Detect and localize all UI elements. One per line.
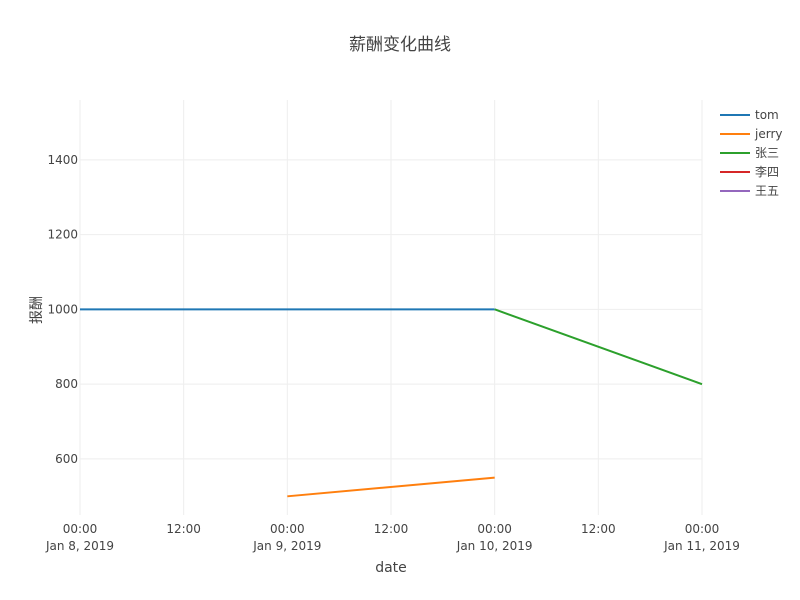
y-axis-ticks: 600 800 1000 1200 1400 [47, 153, 78, 466]
legend-label: 张三 [755, 146, 779, 160]
legend-item-tom[interactable]: tom [720, 108, 779, 122]
legend-item-王五[interactable]: 王五 [720, 184, 779, 198]
x-tick-label: 00:00 [63, 522, 98, 536]
x-tick-label: 12:00 [374, 522, 409, 536]
y-tick-label: 1000 [47, 302, 78, 316]
x-tick-label: 12:00 [166, 522, 201, 536]
x-tick-date-label: Jan 11, 2019 [663, 539, 740, 553]
chart-title: 薪酬变化曲线 [349, 35, 451, 55]
y-tick-label: 800 [55, 377, 78, 391]
legend-item-李四[interactable]: 李四 [720, 164, 779, 179]
x-tick-date-label: Jan 10, 2019 [456, 539, 533, 553]
y-tick-label: 1200 [47, 228, 78, 242]
x-tick-date-label: Jan 8, 2019 [45, 539, 114, 553]
legend-label: 李四 [755, 164, 779, 179]
series-lines [80, 308, 703, 498]
y-axis-title: 报酬 [29, 296, 45, 324]
series-line-jerry [287, 476, 495, 498]
x-tick-date-label: Jan 9, 2019 [252, 539, 321, 553]
x-axis-title: date [375, 560, 407, 576]
x-axis-ticks: 00:00 Jan 8, 2019 12:00 00:00 Jan 9, 2019 12:… [45, 522, 740, 553]
x-tick-label: 12:00 [581, 522, 616, 536]
legend-item-jerry[interactable]: jerry [720, 127, 782, 141]
x-tick-label: 00:00 [685, 522, 720, 536]
y-tick-label: 1400 [47, 153, 78, 167]
gridlines [79, 100, 703, 515]
legend-item-张三[interactable]: 张三 [720, 146, 779, 160]
legend-label: tom [755, 108, 779, 122]
legend-label: jerry [754, 127, 782, 141]
series-line-张三 [494, 308, 703, 386]
legend-label: 王五 [755, 184, 779, 198]
y-tick-label: 600 [55, 452, 78, 466]
x-tick-label: 00:00 [270, 522, 305, 536]
x-tick-label: 00:00 [477, 522, 512, 536]
